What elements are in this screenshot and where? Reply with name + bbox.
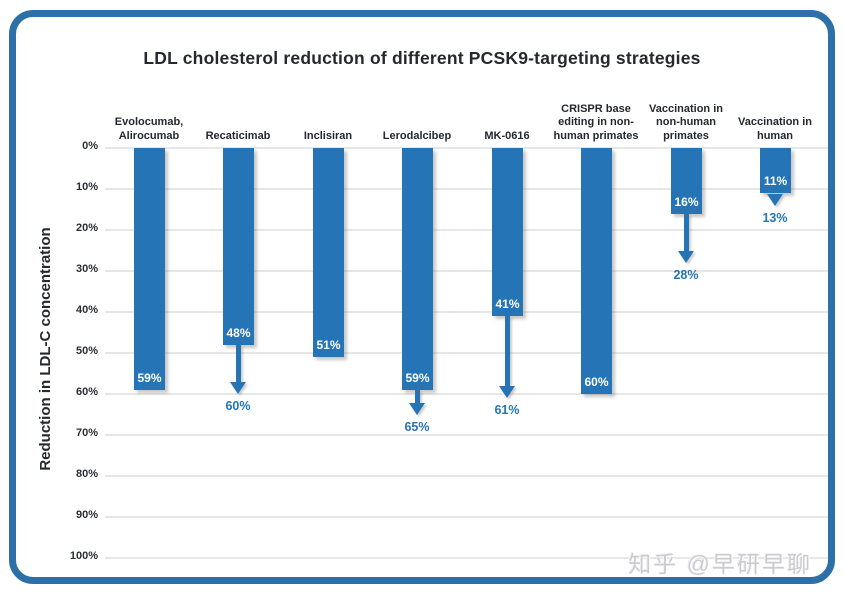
gridline [105, 147, 831, 149]
category-label: MK-0616 [484, 129, 530, 142]
gridline [105, 434, 831, 436]
gridline [105, 393, 831, 395]
arrow-value-label: 28% [673, 267, 699, 282]
bar-value-label: 11% [763, 174, 788, 188]
gridline [105, 516, 831, 518]
y-tick-label: 10% [75, 181, 98, 193]
bar: 41% [492, 148, 523, 316]
y-tick-label: 90% [75, 509, 98, 521]
gridline [105, 229, 831, 231]
arrow-stem [235, 344, 241, 384]
bar-value-label: 60% [584, 375, 609, 389]
category-label: Vaccination in non-human primates [649, 102, 723, 142]
category-label: Evolocumab, Alirocumab [114, 116, 184, 142]
y-tick-label: 60% [75, 386, 98, 398]
y-tick-label: 100% [69, 550, 98, 562]
chart-title: LDL cholesterol reduction of different P… [143, 48, 701, 68]
y-tick-label: 30% [75, 263, 98, 275]
gridline [105, 557, 831, 559]
arrow-down-icon [499, 386, 515, 399]
category-label: CRISPR base editing in non- human primat… [553, 102, 639, 142]
y-tick-label: 70% [75, 427, 98, 439]
y-axis-title: Reduction in LDL-C concentration [37, 227, 54, 471]
y-tick-label: 40% [75, 304, 98, 316]
bar-value-label: 51% [316, 338, 341, 352]
bar-value-label: 59% [137, 371, 162, 385]
y-tick-label: 20% [75, 222, 98, 234]
y-tick-label: 0% [82, 140, 98, 152]
bar: 51% [313, 148, 344, 357]
category-label: Inclisiran [303, 129, 353, 142]
gridline [105, 352, 831, 354]
arrow-down-icon [767, 194, 783, 207]
arrow-down-icon [678, 250, 694, 263]
arrow-stem [504, 316, 510, 389]
gridline [105, 270, 831, 272]
bar: 48% [223, 148, 254, 345]
category-label: Recaticimab [205, 129, 271, 142]
category-label: Lerodalcibep [382, 129, 452, 142]
bar-value-label: 41% [495, 297, 520, 311]
bar-value-label: 59% [405, 371, 430, 385]
arrow-value-label: 60% [225, 399, 251, 413]
bar: 11% [760, 148, 791, 193]
arrow-value-label: 61% [494, 403, 520, 418]
watermark: 知乎 @早研早聊 [628, 551, 812, 577]
arrow-down-icon [230, 382, 246, 394]
y-tick-label: 50% [75, 345, 98, 357]
arrow-value-label: 65% [404, 419, 430, 434]
gridline [105, 475, 831, 477]
arrow-stem [683, 213, 689, 253]
gridline [105, 311, 831, 313]
bar: 60% [581, 148, 612, 394]
gridline [105, 188, 831, 190]
y-tick-label: 80% [75, 468, 98, 480]
bar-value-label: 48% [226, 326, 251, 340]
category-label: Vaccination in human [738, 116, 812, 142]
bar: 16% [671, 148, 702, 214]
bar: 59% [134, 148, 165, 390]
bar-value-label: 16% [674, 195, 699, 209]
arrow-down-icon [409, 402, 425, 415]
bar: 59% [402, 148, 433, 390]
arrow-value-label: 13% [762, 211, 788, 226]
arrow-stem [414, 389, 420, 405]
